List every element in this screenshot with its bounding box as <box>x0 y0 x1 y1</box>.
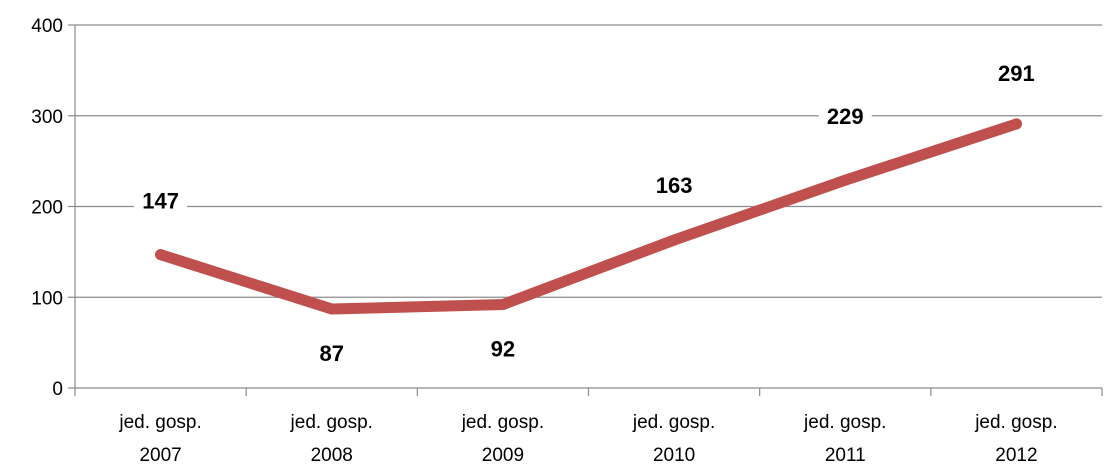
data-label: 291 <box>998 61 1035 86</box>
x-tick-label: 2007 <box>139 445 181 466</box>
data-label-background <box>818 104 872 133</box>
data-point <box>155 249 167 261</box>
data-label-background <box>647 173 701 202</box>
data-label-background <box>482 336 523 365</box>
x-tick-label: jed. gosp. <box>632 412 715 433</box>
x-axis-ticks: jed. gosp. 2007 jed. gosp. 2008 jed. gosp. 20… <box>74 388 1103 466</box>
gridlines <box>75 24 1102 298</box>
x-tick-label: jed. gosp. <box>290 412 373 433</box>
x-tick-label: 2011 <box>825 445 866 466</box>
y-axis-ticks: 0 100 200 300 400 <box>31 16 75 400</box>
x-tick-label: 2012 <box>995 445 1037 466</box>
y-tick-label: 0 <box>52 379 63 400</box>
x-tick-label: jed. gosp. <box>803 412 886 433</box>
x-tick-label: jed. gosp. <box>461 412 544 433</box>
data-point <box>668 234 680 246</box>
data-label-background <box>311 341 352 370</box>
y-tick-label: 100 <box>31 288 63 309</box>
data-label: 92 <box>491 337 515 362</box>
data-point <box>1010 118 1022 130</box>
y-tick-label: 400 <box>31 16 63 37</box>
data-point <box>839 174 851 186</box>
x-tick-label: jed. gosp. <box>118 412 201 433</box>
y-tick-label: 300 <box>31 107 63 128</box>
data-point <box>497 299 509 311</box>
series-line <box>155 118 1022 315</box>
data-label-background <box>134 188 188 217</box>
y-tick-label: 200 <box>31 198 63 219</box>
data-label: 87 <box>320 341 344 366</box>
data-label: 163 <box>656 173 693 198</box>
data-label-background <box>989 60 1043 89</box>
x-tick-label: jed. gosp. <box>974 412 1057 433</box>
data-label: 147 <box>142 189 179 214</box>
data-point <box>326 303 338 315</box>
series-group <box>155 118 1022 315</box>
data-labels: 147 87 92 163 229 291 <box>134 60 1043 370</box>
x-tick-label: 2009 <box>482 445 524 466</box>
data-label: 229 <box>827 104 864 129</box>
x-tick-label: 2008 <box>311 445 353 466</box>
x-tick-label: 2010 <box>653 445 695 466</box>
